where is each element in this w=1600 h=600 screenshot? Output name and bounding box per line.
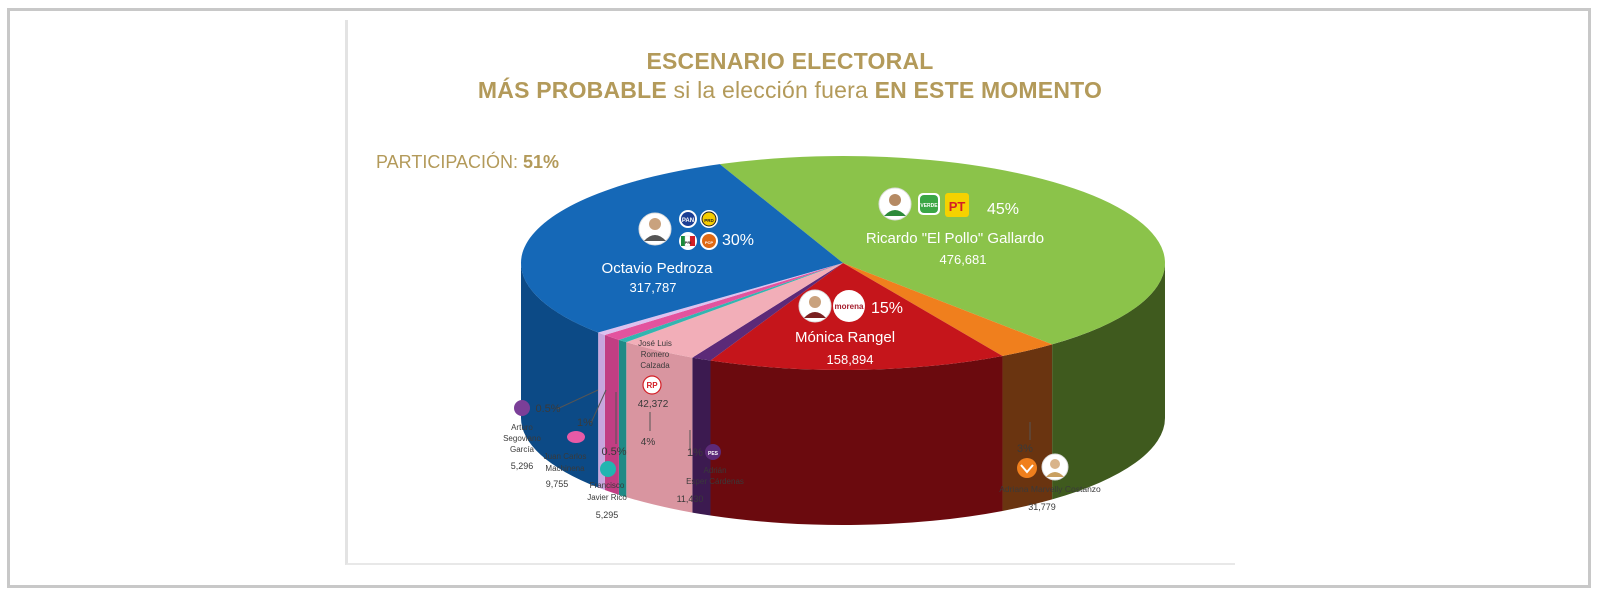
subtitle-bold-b: EN ESTE MOMENTO: [874, 77, 1103, 103]
rp-logo-text: RP: [646, 381, 658, 390]
participation-text: PARTICIPACIÓN:: [376, 152, 524, 172]
leader-line: [590, 389, 607, 424]
machinena-party-icon: [567, 431, 585, 443]
pedroza-pct: 30%: [722, 232, 754, 249]
machinena-name-1: Juan Carlos: [544, 452, 587, 461]
mc-logo-icon: [1017, 458, 1037, 478]
pcp-logo-disc: [702, 234, 716, 248]
pedroza-votes: 317,787: [630, 280, 677, 295]
gallardo-pct: 45%: [987, 201, 1019, 218]
gallardo-votes: 476,681: [940, 252, 987, 267]
rangel-name: Mónica Rangel: [795, 329, 895, 346]
pie-slice-ricardo-el-pollo-gallardo: [719, 156, 1165, 345]
face-icon: [889, 194, 901, 206]
pri-green: [681, 236, 685, 246]
morena-logo-text: morena: [835, 302, 864, 311]
rangel-votes: 158,894: [827, 352, 874, 367]
pie-side-francisco-javier-rico: [618, 339, 627, 498]
participation-value: 51%: [523, 152, 560, 172]
pie-side-m-nica-rangel: [710, 355, 1003, 525]
machinena-name-2: Machinena: [545, 464, 585, 473]
pie-slice-adri-n-esper-c-rdenas: [692, 263, 843, 361]
romero-pct: 4%: [641, 437, 656, 448]
prd-logo-disc: [701, 211, 717, 227]
subtitle-bold-a: MÁS PROBABLE: [477, 77, 667, 103]
pie-annotations: PAN PRD PRI PCP 30% Octavio Pedroza 317,…: [503, 187, 1101, 520]
chart-title: ESCENARIO ELECTORAL: [646, 48, 934, 74]
face-icon: [1050, 459, 1060, 469]
segoviano-name-3: García: [510, 445, 535, 454]
romero-votes: 42,372: [638, 399, 669, 410]
chart-subtitle: MÁS PROBABLE si la elección fuera EN EST…: [345, 77, 1235, 104]
segoviano-party-icon: [514, 400, 530, 416]
segoviano-name-1: Arturo: [511, 423, 533, 432]
pes-logo-icon: [705, 444, 721, 460]
subtitle-regular: si la elección fuera: [666, 77, 875, 103]
costanzo-votes: 31,779: [1028, 502, 1056, 512]
pie-side-arturo-segoviano-garc-a: [598, 332, 605, 491]
verde-logo-disc: [920, 195, 938, 213]
mc-logo-mark: [1020, 464, 1034, 474]
rico-party-icon: [600, 461, 616, 477]
participation-label: PARTICIPACIÓN: 51%: [376, 152, 559, 173]
pri-red: [690, 236, 695, 246]
pan-logo-text: PAN: [682, 218, 694, 224]
pt-logo-icon: [945, 193, 969, 217]
pie-slice-arturo-segoviano-garc-a: [598, 263, 843, 336]
segoviano-votes: 5,296: [511, 461, 534, 471]
rico-name-1: Francisco: [590, 481, 625, 490]
pedroza-name: Octavio Pedroza: [602, 260, 714, 277]
shoulders-icon: [644, 235, 666, 241]
segoviano-pct: 0.5%: [535, 403, 560, 415]
rico-name-2: Javier Rico: [587, 493, 627, 502]
pri-logo-text: PRI: [685, 240, 692, 245]
rp-logo-icon: [642, 375, 662, 395]
esper-pct: 1%: [687, 447, 703, 459]
pie-slice-juan-carlos-machinena: [604, 263, 843, 340]
costanzo-name: Adriana Marvelly Costanzo: [999, 484, 1101, 494]
segoviano-name-2: Segoviano: [503, 434, 541, 443]
face-icon: [809, 296, 821, 308]
shoulders-icon: [804, 312, 826, 318]
prd-logo-text: PRD: [704, 218, 714, 223]
esper-votes: 11,430: [677, 494, 704, 504]
machinena-pct: 1%: [577, 417, 593, 429]
pie-slice-adriana-marvelly-costanzo: [843, 263, 1053, 356]
pie-tops: [521, 156, 1165, 370]
romero-name-2: Romero: [641, 350, 670, 359]
pie-side-adri-n-esper-c-rdenas: [692, 357, 711, 516]
pan-logo-disc: [681, 212, 695, 226]
leader-line: [556, 389, 599, 410]
pie-slice-francisco-javier-rico: [618, 263, 843, 343]
pie-side-ricardo-el-pollo-gallardo: [1052, 263, 1165, 500]
esper-name-2: Esper Cárdenas: [686, 477, 744, 486]
romero-name-3: Calzada: [640, 361, 670, 370]
pie-slice-jos-luis-romero-calzada: [626, 263, 843, 358]
machinena-votes: 9,755: [546, 479, 569, 489]
pie-side-adriana-marvelly-costanzo: [1002, 344, 1053, 511]
pcp-logo-text: PCP: [705, 240, 714, 245]
rico-pct: 0.5%: [601, 446, 626, 458]
rico-votes: 5,295: [596, 510, 619, 520]
rangel-pct: 15%: [871, 300, 903, 317]
pie-slice-octavio-pedroza: [521, 164, 843, 333]
romero-name-1: José Luis: [638, 339, 672, 348]
shoulders-icon: [884, 210, 906, 216]
pes-logo-text: PES: [708, 451, 719, 457]
morena-logo-icon: [833, 290, 865, 322]
verde-logo-text: VERDE: [920, 203, 938, 209]
esper-name-1: Adrián: [703, 466, 726, 475]
shoulders-icon: [1046, 472, 1064, 477]
pie-side-juan-carlos-machinena: [604, 335, 619, 495]
pt-logo-text: PT: [949, 199, 966, 214]
gallardo-name: Ricardo "El Pollo" Gallardo: [866, 230, 1044, 247]
costanzo-pct: 3%: [1017, 443, 1033, 455]
face-icon: [649, 218, 661, 230]
